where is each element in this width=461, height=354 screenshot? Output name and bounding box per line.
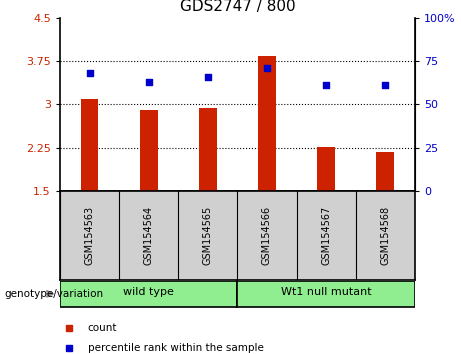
- Text: GSM154565: GSM154565: [203, 206, 213, 265]
- Text: GSM154568: GSM154568: [380, 206, 390, 265]
- Text: GSM154566: GSM154566: [262, 206, 272, 265]
- Text: genotype/variation: genotype/variation: [5, 289, 104, 299]
- Point: [145, 79, 152, 85]
- Bar: [81, 99, 98, 191]
- Bar: [199, 108, 217, 191]
- Text: GSM154567: GSM154567: [321, 206, 331, 265]
- Title: GDS2747 / 800: GDS2747 / 800: [180, 0, 295, 14]
- FancyBboxPatch shape: [60, 281, 237, 307]
- Bar: [317, 147, 335, 191]
- Text: Wt1 null mutant: Wt1 null mutant: [281, 287, 372, 297]
- Text: GSM154564: GSM154564: [144, 206, 154, 265]
- Text: GSM154563: GSM154563: [84, 206, 95, 265]
- Point: [263, 65, 271, 71]
- Point: [322, 82, 330, 88]
- Text: percentile rank within the sample: percentile rank within the sample: [88, 343, 264, 353]
- Point: [86, 70, 93, 76]
- Point: [204, 74, 212, 80]
- Text: wild type: wild type: [123, 287, 174, 297]
- Bar: [140, 110, 158, 191]
- Text: count: count: [88, 323, 117, 333]
- Bar: [258, 56, 276, 191]
- Point: [382, 82, 389, 88]
- FancyBboxPatch shape: [237, 281, 415, 307]
- Bar: [377, 153, 394, 191]
